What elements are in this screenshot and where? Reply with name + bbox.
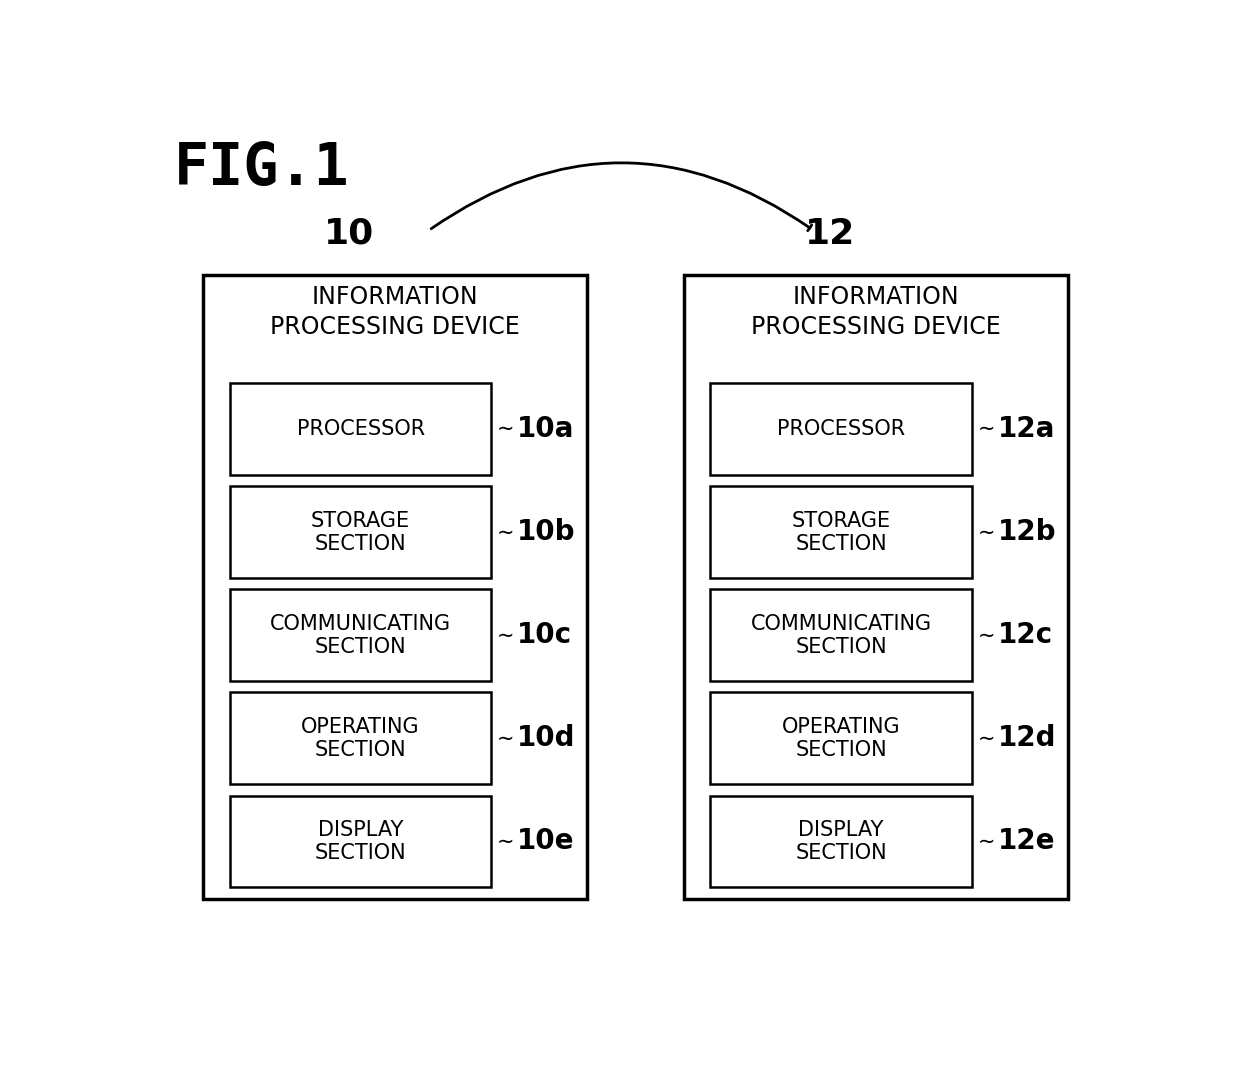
Text: ∼: ∼ [977, 420, 996, 439]
Text: 12d: 12d [998, 724, 1056, 752]
Text: PROCESSOR: PROCESSOR [777, 420, 905, 439]
Text: ∼: ∼ [497, 522, 515, 542]
Text: 10b: 10b [517, 519, 575, 546]
Text: INFORMATION
PROCESSING DEVICE: INFORMATION PROCESSING DEVICE [270, 285, 520, 339]
Text: ∼: ∼ [497, 832, 515, 852]
Bar [229, 692, 491, 784]
Text: ∼: ∼ [497, 728, 515, 749]
Text: STORAGE
SECTION: STORAGE SECTION [791, 510, 890, 554]
Text: DISPLAY
SECTION: DISPLAY SECTION [795, 820, 887, 863]
Text: 12b: 12b [998, 519, 1056, 546]
Bar [229, 487, 491, 578]
Bar [711, 796, 972, 887]
Text: OPERATING
SECTION: OPERATING SECTION [782, 717, 900, 760]
Bar [683, 276, 1068, 899]
Text: 10a: 10a [517, 415, 574, 443]
Text: ∼: ∼ [497, 420, 515, 439]
Text: 10c: 10c [517, 621, 573, 650]
Text: ∼: ∼ [977, 625, 996, 645]
Bar [711, 487, 972, 578]
Bar [229, 796, 491, 887]
Text: 12: 12 [805, 217, 854, 250]
Text: OPERATING
SECTION: OPERATING SECTION [301, 717, 420, 760]
Text: 10: 10 [324, 217, 374, 250]
Text: FIG.1: FIG.1 [174, 141, 350, 197]
Text: STORAGE
SECTION: STORAGE SECTION [311, 510, 410, 554]
Text: 12e: 12e [998, 828, 1055, 855]
Text: PROCESSOR: PROCESSOR [296, 420, 425, 439]
Text: INFORMATION
PROCESSING DEVICE: INFORMATION PROCESSING DEVICE [751, 285, 1001, 339]
Bar [711, 589, 972, 682]
Text: COMMUNICATING
SECTION: COMMUNICATING SECTION [750, 613, 931, 657]
Bar [229, 383, 491, 475]
Bar [711, 692, 972, 784]
Text: 12a: 12a [998, 415, 1055, 443]
Text: ∼: ∼ [977, 522, 996, 542]
Bar [711, 383, 972, 475]
Text: DISPLAY
SECTION: DISPLAY SECTION [315, 820, 407, 863]
Bar [203, 276, 588, 899]
Text: 10e: 10e [517, 828, 575, 855]
Text: 12c: 12c [998, 621, 1053, 650]
Text: ∼: ∼ [497, 625, 515, 645]
Text: COMMUNICATING
SECTION: COMMUNICATING SECTION [270, 613, 451, 657]
Text: ∼: ∼ [977, 832, 996, 852]
Bar [229, 589, 491, 682]
Text: ∼: ∼ [977, 728, 996, 749]
Text: 10d: 10d [517, 724, 575, 752]
